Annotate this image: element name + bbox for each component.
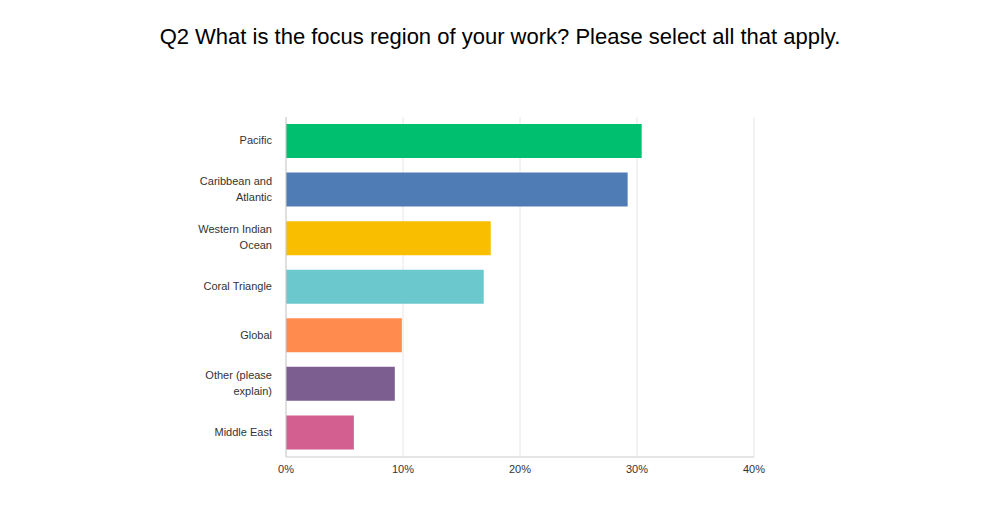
svg-text:20%: 20% bbox=[509, 463, 531, 475]
svg-text:0%: 0% bbox=[278, 463, 294, 475]
svg-text:Pacific: Pacific bbox=[240, 134, 273, 146]
svg-text:Global: Global bbox=[240, 328, 272, 340]
html-text:Q2 What is the focus region of: Q2 What is the focus region of your work… bbox=[159, 24, 841, 49]
svg-text:Coral Triangle: Coral Triangle bbox=[204, 280, 272, 292]
svg-text:40%: 40% bbox=[743, 463, 765, 475]
svg-text:Caribbean andAtlantic: Caribbean andAtlantic bbox=[200, 175, 273, 203]
svg-text:Western IndianOcean: Western IndianOcean bbox=[198, 223, 272, 251]
svg-text:Middle East: Middle East bbox=[215, 426, 272, 438]
svg-text:Other (pleaseexplain): Other (pleaseexplain) bbox=[205, 369, 272, 397]
svg-text:10%: 10% bbox=[392, 463, 414, 475]
svg-text:30%: 30% bbox=[626, 463, 648, 475]
